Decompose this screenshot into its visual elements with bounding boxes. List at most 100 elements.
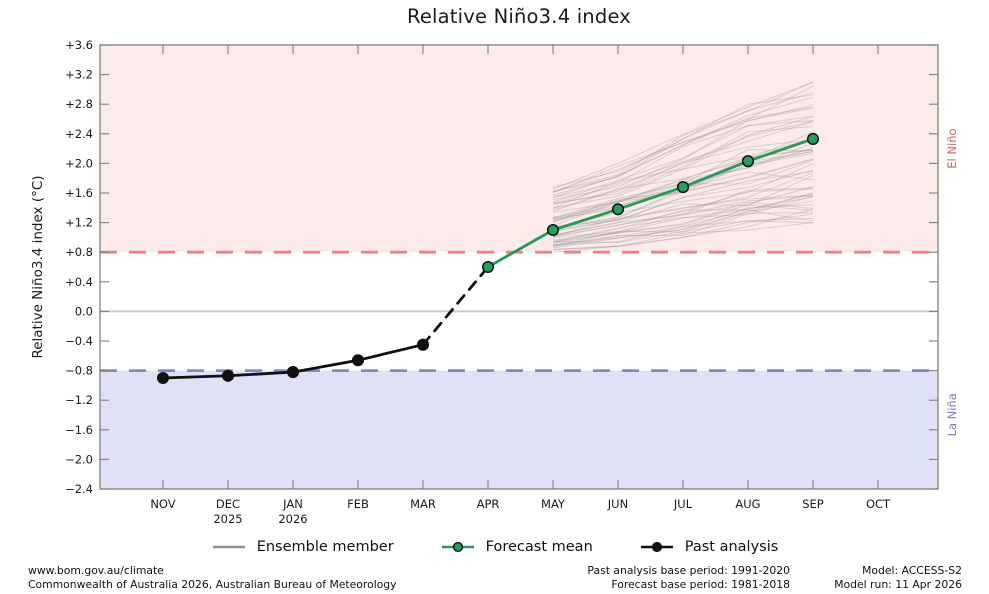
ensemble-line	[552, 195, 814, 243]
ensemble-line	[552, 169, 814, 232]
x-tick-label: SEP	[802, 497, 824, 511]
past-analysis-marker	[286, 366, 300, 379]
ensemble-line	[552, 188, 814, 237]
ensemble-line	[552, 139, 814, 212]
ensemble-line	[552, 96, 814, 196]
y-tick-label: −1.2	[65, 393, 93, 407]
x-tick-label: JAN	[282, 497, 303, 511]
ensemble-line	[552, 81, 814, 192]
ensemble-line	[552, 120, 814, 205]
ensemble-line	[552, 208, 814, 251]
ensemble-line-icon	[212, 545, 245, 549]
y-tick-label: −2.0	[65, 452, 93, 466]
y-tick-label: −1.6	[65, 423, 93, 437]
forecast-line-icon	[441, 541, 474, 553]
footer-url: www.bom.gov.au/climate	[28, 564, 164, 577]
ensemble-line	[552, 106, 814, 198]
x-tick-label: JUN	[607, 497, 628, 511]
ensemble-line	[552, 121, 814, 205]
chart-title: Relative Niño3.4 index	[406, 5, 632, 28]
legend-item-past: Past analysis	[639, 539, 779, 555]
ensemble-line	[552, 170, 814, 228]
forecast-mean-marker	[481, 260, 495, 274]
forecast-mean-marker	[741, 155, 755, 168]
y-axis-title: Relative Niño3.4 index (°C)	[30, 175, 46, 358]
ensemble-line	[552, 116, 814, 209]
ensemble-line	[552, 131, 814, 211]
la-nina-label: La Niña	[945, 393, 959, 436]
ensemble-line	[552, 81, 814, 190]
ensemble-line	[552, 186, 814, 236]
ensemble-line	[552, 212, 814, 246]
plot-frame	[99, 44, 939, 490]
ensemble-line	[552, 204, 814, 243]
y-tick-label: −0.4	[65, 334, 93, 348]
legend-label-forecast: Forecast mean	[485, 539, 593, 555]
ensemble-line	[552, 126, 814, 204]
y-tick-label: −2.4	[65, 482, 93, 496]
y-tick-label: +2.4	[65, 127, 93, 141]
ensemble-line	[552, 196, 814, 241]
ensemble-line	[552, 85, 814, 193]
y-tick-label: +3.2	[65, 68, 93, 82]
y-tick-label: 0.0	[75, 304, 93, 318]
y-tick-label: +2.0	[65, 156, 93, 170]
y-tick-label: +3.6	[65, 38, 93, 52]
ensemble-line	[552, 119, 814, 203]
legend-item-ensemble: Ensemble member	[211, 539, 394, 555]
ensemble-line	[552, 187, 814, 238]
forecast-mean-marker	[611, 203, 625, 216]
ensemble-line	[552, 138, 814, 209]
ensemble-line	[552, 172, 814, 233]
ensemble-line	[552, 220, 814, 247]
footer-model-info: Model: ACCESS-S2 Model run: 11 Apr 2026	[834, 564, 962, 591]
ensemble-line	[552, 222, 814, 250]
ensemble-line	[552, 195, 814, 238]
transition-line	[421, 265, 490, 347]
x-tick-label: JUL	[673, 497, 693, 511]
x-tick-label: NOV	[150, 497, 175, 511]
x-tick-label: OCT	[866, 497, 891, 511]
forecast-mean-marker	[546, 223, 560, 237]
footer-forecast-base-period: Forecast base period: 1981-2018	[611, 577, 790, 591]
x-tick-label: DEC	[216, 497, 240, 511]
la-nina-band	[100, 370, 938, 489]
ensemble-line	[552, 107, 814, 201]
ensemble-line	[552, 201, 814, 245]
footer-model: Model: ACCESS-S2	[862, 564, 962, 577]
legend-label-past: Past analysis	[684, 539, 779, 555]
forecast-mean-marker	[676, 181, 690, 194]
footer-base-periods: Past analysis base period: 1991-2020 For…	[587, 564, 790, 591]
year-label: 2026	[278, 512, 307, 526]
y-tick-label: +1.6	[65, 186, 93, 200]
ensemble-line	[552, 217, 814, 248]
legend-item-forecast: Forecast mean	[440, 539, 593, 555]
past-analysis-marker	[156, 371, 170, 385]
past-analysis-marker	[351, 354, 365, 367]
el-nino-label: El Niño	[945, 128, 959, 168]
forecast-mean-marker	[806, 132, 820, 146]
ensemble-line	[552, 163, 814, 230]
ensemble-line	[552, 192, 814, 243]
ensemble-line	[552, 192, 814, 243]
footer-attribution: www.bom.gov.au/climate Commonwealth of A…	[28, 564, 397, 591]
legend-label-ensemble: Ensemble member	[256, 539, 394, 555]
ensemble-line	[552, 92, 814, 193]
ensemble-line	[552, 174, 814, 236]
past-line-icon	[640, 541, 673, 553]
ensemble-line	[552, 209, 814, 246]
footer-past-base-period: Past analysis base period: 1991-2020	[587, 564, 790, 577]
el-nino-band	[100, 45, 938, 253]
ensemble-line	[552, 204, 814, 246]
ensemble-line	[552, 147, 814, 213]
ensemble-line	[552, 213, 814, 253]
forecast-mean-line	[486, 137, 815, 269]
ensemble-line	[552, 104, 814, 193]
x-tick-label: MAR	[410, 497, 436, 511]
y-tick-label: +0.4	[65, 275, 93, 289]
chart-legend: Ensemble member Forecast mean Past analy…	[0, 534, 989, 560]
ensemble-line	[552, 200, 814, 249]
ensemble-line	[552, 94, 814, 188]
